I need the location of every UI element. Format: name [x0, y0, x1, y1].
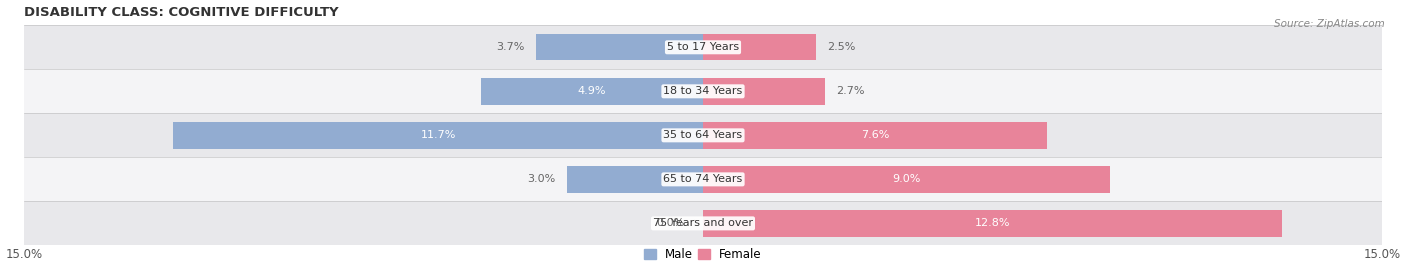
Text: 65 to 74 Years: 65 to 74 Years	[664, 174, 742, 184]
Bar	[173, 122, 703, 148]
Bar	[703, 34, 815, 60]
Text: 5 to 17 Years: 5 to 17 Years	[666, 42, 740, 52]
Text: 18 to 34 Years: 18 to 34 Years	[664, 86, 742, 96]
Text: 0.0%: 0.0%	[657, 218, 685, 228]
Text: Source: ZipAtlas.com: Source: ZipAtlas.com	[1274, 19, 1385, 29]
Text: 4.9%: 4.9%	[578, 86, 606, 96]
Text: 9.0%: 9.0%	[893, 174, 921, 184]
Bar	[567, 166, 703, 193]
Text: 2.7%: 2.7%	[837, 86, 865, 96]
Text: 35 to 64 Years: 35 to 64 Years	[664, 130, 742, 140]
Bar	[536, 34, 703, 60]
Bar	[703, 122, 1047, 148]
Text: 3.7%: 3.7%	[496, 42, 524, 52]
Text: 11.7%: 11.7%	[420, 130, 456, 140]
Bar	[24, 69, 1382, 113]
Text: 12.8%: 12.8%	[974, 218, 1011, 228]
Text: 2.5%: 2.5%	[828, 42, 856, 52]
Text: DISABILITY CLASS: COGNITIVE DIFFICULTY: DISABILITY CLASS: COGNITIVE DIFFICULTY	[24, 6, 339, 19]
Text: 7.6%: 7.6%	[860, 130, 889, 140]
Bar	[24, 25, 1382, 69]
Bar	[24, 201, 1382, 245]
Bar	[24, 113, 1382, 157]
Text: 3.0%: 3.0%	[527, 174, 555, 184]
Bar	[703, 210, 1282, 237]
Bar	[703, 166, 1111, 193]
Bar	[481, 78, 703, 104]
Text: 75 Years and over: 75 Years and over	[652, 218, 754, 228]
Bar	[24, 157, 1382, 201]
Bar	[703, 78, 825, 104]
Legend: Male, Female: Male, Female	[640, 244, 766, 266]
